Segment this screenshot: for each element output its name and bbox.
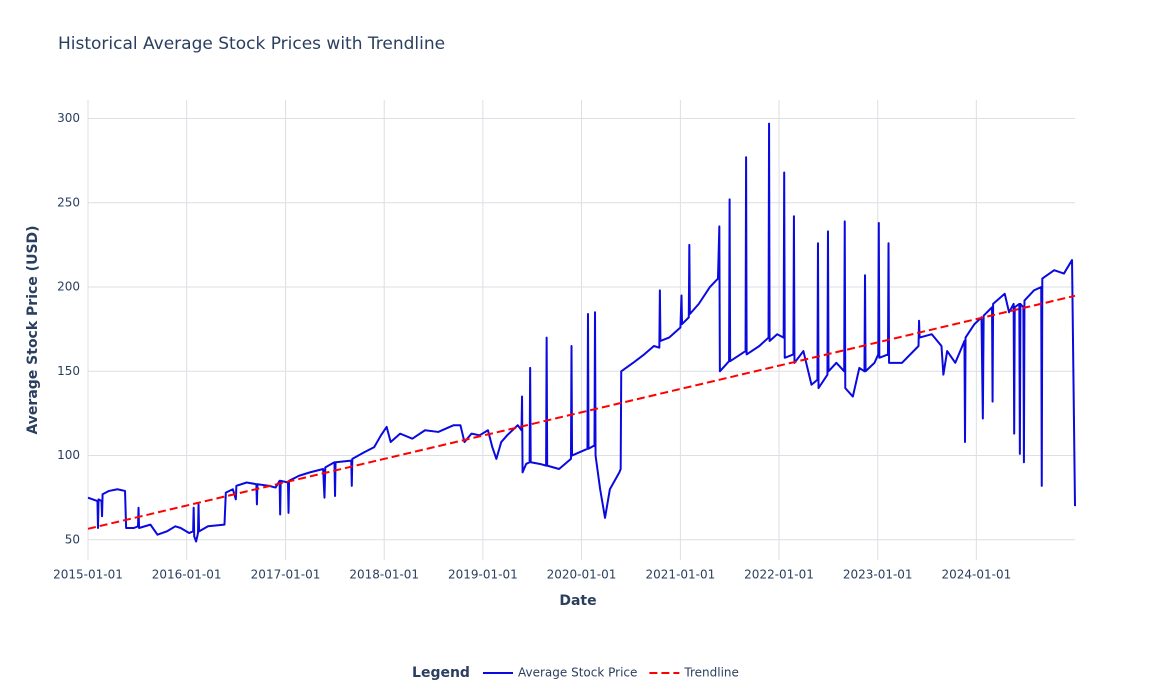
x-tick-label: 2021-01-01	[646, 568, 716, 582]
plot-area	[87, 122, 1076, 543]
y-tick-label: 150	[57, 364, 80, 378]
x-tick-label: 2023-01-01	[843, 568, 913, 582]
y-axis-title: Average Stock Price (USD)	[25, 225, 41, 434]
x-tick-label: 2022-01-01	[744, 568, 814, 582]
y-tick-label: 300	[57, 111, 80, 125]
y-tick-label: 200	[57, 280, 80, 294]
x-tick-label: 2015-01-01	[53, 568, 123, 582]
x-tick-label: 2019-01-01	[448, 568, 518, 582]
x-tick-label: 2017-01-01	[251, 568, 321, 582]
chart-title: Historical Average Stock Prices with Tre…	[58, 34, 445, 54]
y-tick-label: 250	[57, 195, 80, 209]
legend-title: Legend	[412, 665, 470, 681]
y-tick-label: 50	[65, 532, 80, 546]
y-tick-label: 100	[57, 448, 80, 462]
x-tick-label: 2020-01-01	[547, 568, 617, 582]
data-line	[87, 122, 1076, 543]
trend-line	[87, 294, 1076, 530]
legend: Legend Average Stock Price Trendline	[412, 665, 739, 681]
x-axis-title: Date	[559, 593, 596, 609]
x-tick-label: 2024-01-01	[941, 568, 1011, 582]
grid: 50 100 150 200 250 300 2015-01-01 2016-01-01 201…	[53, 100, 1075, 582]
x-tick-label: 2016-01-01	[152, 568, 222, 582]
legend-label: Trendline	[683, 666, 739, 680]
x-tick-label: 2018-01-01	[349, 568, 419, 582]
legend-label: Average Stock Price	[518, 666, 637, 680]
